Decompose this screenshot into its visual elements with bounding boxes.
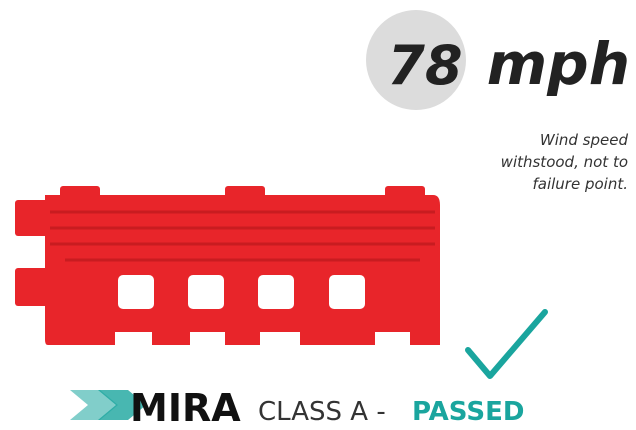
result-text: PASSED — [412, 397, 524, 427]
speed-number: 78 — [387, 34, 462, 97]
speed-unit: mph — [487, 30, 630, 98]
check-mark — [468, 312, 545, 376]
barrier — [15, 186, 440, 345]
logo-text: MIRA — [130, 386, 241, 430]
graphic: 78 mph Wind speed withstood, not to fail… — [0, 0, 636, 430]
note-line: Wind speed — [540, 131, 629, 149]
barrier-body — [45, 195, 440, 345]
note-line: withstood, not to — [501, 153, 628, 171]
note: Wind speed withstood, not to failure poi… — [501, 131, 629, 193]
class-text: CLASS A - — [258, 397, 386, 427]
note-line: failure point. — [532, 175, 628, 193]
page: 78 mph Wind speed withstood, not to fail… — [0, 0, 636, 430]
